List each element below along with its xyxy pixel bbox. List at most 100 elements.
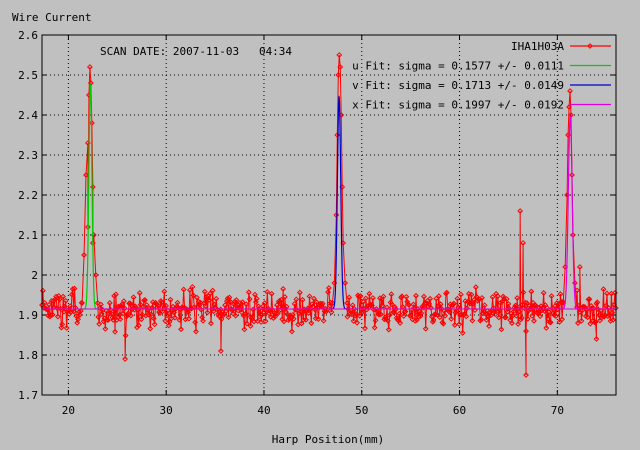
data-point [95,314,102,320]
data-point [328,309,335,316]
data-point [517,208,524,214]
data-point [139,311,146,318]
data-point [354,319,360,326]
data-point [600,286,607,293]
data-point [610,316,617,323]
data-point [587,43,593,49]
data-point [362,295,369,302]
series-iha1h03a [39,52,619,378]
x-tick-label: 30 [160,404,173,417]
data-point [606,312,613,319]
data-point [413,292,419,299]
data-point [502,314,509,321]
data-point [246,296,253,303]
data-point [422,325,429,332]
data-point [326,302,333,309]
data-point [371,324,378,331]
data-point [315,316,322,322]
data-point [226,294,233,301]
data-point [485,313,492,320]
data-point [227,298,234,305]
data-point [594,299,601,306]
data-point [185,309,191,316]
data-point [46,301,52,308]
data-point [380,293,387,300]
data-point [609,309,616,316]
data-point [436,293,442,300]
data-point [147,325,154,332]
data-point [50,298,57,304]
data-point [376,311,382,318]
data-point [593,336,600,342]
data-point [437,301,444,308]
data-point [189,283,196,290]
data-point [293,296,300,303]
data-point [524,315,531,322]
data-point [262,318,269,325]
data-point [220,312,227,319]
data-point [559,316,566,323]
data-point [407,312,414,319]
data-point [496,307,503,314]
data-point [218,348,224,354]
data-point [553,313,559,319]
data-point [420,304,426,311]
grid-lines [42,35,616,395]
data-point [329,300,336,306]
plot-frame [41,34,617,396]
y-tick-label: 1.8 [18,349,38,362]
data-point [527,306,534,313]
data-point [305,310,312,316]
data-point [245,311,251,318]
data-point [306,293,313,300]
data-point [258,319,265,325]
data-point [72,304,79,311]
data-point [366,290,373,297]
data-point [135,322,142,329]
data-point [430,317,437,323]
data-point [347,311,353,317]
data-point [69,291,75,298]
data-point [588,302,595,309]
data-point [402,308,409,315]
y-tick-label: 1.7 [18,389,38,402]
data-point [201,288,208,295]
data-point [556,319,563,325]
data-point [142,312,149,319]
data-point [261,300,268,307]
data-point [427,295,434,302]
data-point [587,320,594,327]
data-point [273,310,280,317]
data-point [225,314,232,321]
scan-date-annotation: SCAN DATE: 2007-11-03 04:34 [100,45,292,58]
data-point [510,308,517,315]
y-tick-label: 2 [31,269,38,282]
data-point [308,320,315,326]
data-point [240,312,247,319]
x-axis-ticks: 20 30 40 50 60 70 [62,35,564,417]
y-tick-label: 2.6 [18,29,38,42]
data-point [122,356,129,362]
data-point [513,312,520,319]
data-point [403,293,410,300]
data-point [111,292,118,299]
data-point [502,314,508,321]
data-point [274,310,281,317]
data-point [213,295,220,302]
data-point [440,320,447,327]
data-point [171,314,178,321]
data-point [76,311,83,318]
data-point [574,287,580,294]
data-point [60,293,67,300]
data-point [325,289,331,295]
data-point [267,314,274,320]
data-point [224,295,231,302]
data-point [278,296,285,303]
data-point [150,315,157,322]
y-tick-label: 2.5 [18,69,38,82]
data-point [469,317,476,324]
data-point [342,280,349,286]
data-point [109,314,116,321]
data-point [505,301,512,307]
data-point [126,300,133,307]
